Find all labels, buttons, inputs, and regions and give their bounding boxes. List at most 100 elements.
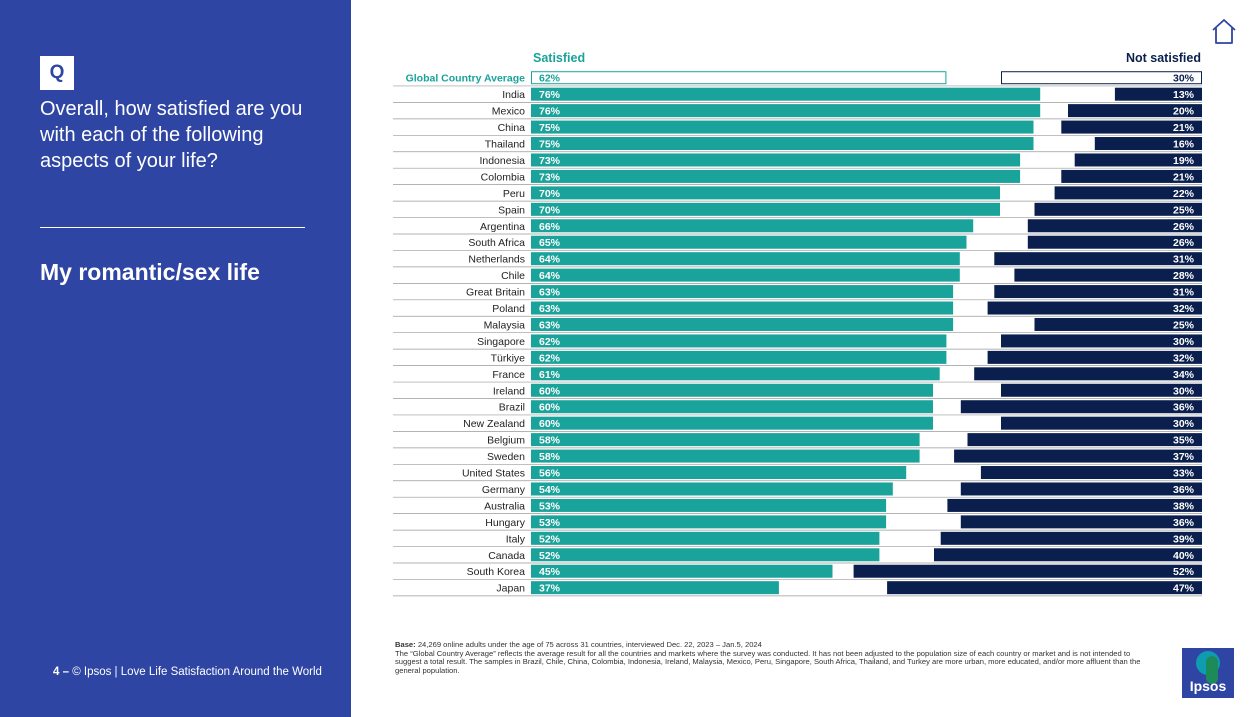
category-label: Spain	[498, 204, 525, 216]
satisfied-value-label: 66%	[539, 221, 561, 233]
satisfied-value-label: 73%	[539, 155, 561, 167]
category-label: Indonesia	[479, 155, 525, 167]
satisfied-bar	[531, 120, 1034, 134]
satisfaction-chart: Global Country Average 62% 30% India 76% 13% M…	[393, 71, 1202, 597]
not-satisfied-value-label: 40%	[1173, 550, 1195, 562]
not-satisfied-value-label: 25%	[1173, 319, 1195, 331]
not-satisfied-bar	[960, 515, 1202, 529]
satisfied-bar	[531, 219, 974, 233]
category-label: Brazil	[499, 402, 525, 414]
category-label: South Africa	[468, 237, 525, 249]
satisfied-bar	[531, 137, 1034, 151]
satisfied-value-label: 60%	[539, 418, 561, 430]
divider	[40, 227, 305, 228]
not-satisfied-value-label: 37%	[1173, 451, 1195, 463]
satisfied-bar	[531, 416, 933, 430]
category-label: Japan	[496, 583, 525, 595]
category-label: United States	[462, 468, 525, 480]
satisfied-bar	[531, 317, 954, 331]
category-label: Mexico	[492, 106, 525, 118]
satisfied-value-label: 60%	[539, 385, 561, 397]
satisfied-value-label: 65%	[539, 237, 561, 249]
satisfied-bar	[531, 235, 967, 249]
satisfied-value-label: 62%	[539, 73, 561, 85]
satisfied-value-label: 58%	[539, 451, 561, 463]
category-label: Germany	[482, 484, 526, 496]
not-satisfied-value-label: 36%	[1173, 484, 1195, 496]
satisfied-bar	[531, 186, 1000, 200]
not-satisfied-value-label: 21%	[1173, 122, 1195, 134]
not-satisfied-bar	[1054, 186, 1202, 200]
category-label: Netherlands	[468, 254, 525, 266]
satisfied-value-label: 63%	[539, 319, 561, 331]
not-satisfied-bar	[1034, 202, 1202, 216]
not-satisfied-bar	[947, 498, 1202, 512]
not-satisfied-bar	[960, 482, 1202, 496]
category-label: Türkiye	[491, 352, 526, 364]
not-satisfied-bar	[987, 301, 1202, 315]
not-satisfied-bar	[1001, 71, 1202, 85]
satisfied-value-label: 63%	[539, 303, 561, 315]
category-label: South Korea	[467, 566, 526, 578]
satisfied-bar	[531, 564, 833, 578]
not-satisfied-value-label: 26%	[1173, 237, 1195, 249]
notes-body: The “Global Country Average” reflects th…	[395, 648, 1141, 675]
not-satisfied-bar	[1001, 416, 1202, 430]
category-label: Belgium	[487, 435, 525, 447]
satisfied-bar	[531, 548, 880, 562]
not-satisfied-bar	[1114, 87, 1202, 101]
not-satisfied-bar	[987, 350, 1202, 364]
not-satisfied-value-label: 25%	[1173, 204, 1195, 216]
satisfied-bar	[531, 301, 954, 315]
not-satisfied-value-label: 47%	[1173, 583, 1195, 595]
not-satisfied-bar	[1068, 104, 1202, 118]
satisfied-bar	[531, 71, 947, 85]
satisfied-value-label: 61%	[539, 369, 561, 381]
not-satisfied-value-label: 30%	[1173, 385, 1195, 397]
satisfied-value-label: 37%	[539, 583, 561, 595]
not-satisfied-value-label: 22%	[1173, 188, 1195, 200]
not-satisfied-bar	[1034, 317, 1202, 331]
not-satisfied-value-label: 13%	[1173, 89, 1195, 101]
satisfied-value-label: 70%	[539, 204, 561, 216]
base-text: 24,269 online adults under the age of 75…	[417, 640, 762, 649]
topic-title: My romantic/sex life	[40, 259, 260, 285]
satisfied-value-label: 45%	[539, 566, 561, 578]
footer: 4 – © Ipsos | Love Life Satisfaction Aro…	[53, 666, 322, 678]
not-satisfied-bar	[1074, 153, 1202, 167]
satisfied-bar	[531, 400, 933, 414]
not-satisfied-bar	[974, 367, 1202, 381]
category-label: Thailand	[485, 139, 525, 151]
satisfied-bar	[531, 285, 954, 299]
footer-text: © Ipsos | Love Life Satisfaction Around …	[72, 666, 322, 678]
home-icon[interactable]	[1210, 17, 1238, 45]
satisfied-bar	[531, 169, 1021, 183]
satisfied-value-label: 63%	[539, 287, 561, 299]
satisfied-value-label: 75%	[539, 122, 561, 134]
not-satisfied-value-label: 31%	[1173, 287, 1195, 299]
question-text: Overall, how satisfied are you with each…	[40, 98, 303, 172]
satisfied-bar	[531, 581, 779, 595]
footnotes: Base: 24,269 online adults under the age…	[395, 640, 1155, 675]
not-satisfied-value-label: 36%	[1173, 517, 1195, 529]
satisfied-value-label: 75%	[539, 139, 561, 151]
category-label: Argentina	[480, 221, 525, 233]
base-label: Base:	[395, 640, 416, 649]
category-label: New Zealand	[463, 418, 525, 430]
not-satisfied-value-label: 33%	[1173, 468, 1195, 480]
category-label: Ireland	[493, 385, 525, 397]
satisfied-bar	[531, 334, 947, 348]
not-satisfied-bar	[967, 433, 1202, 447]
not-satisfied-value-label: 16%	[1173, 139, 1195, 151]
satisfied-value-label: 56%	[539, 468, 561, 480]
satisfied-bar	[531, 466, 907, 480]
not-satisfied-value-label: 19%	[1173, 155, 1195, 167]
satisfied-bar	[531, 87, 1041, 101]
category-label: Peru	[503, 188, 525, 200]
not-satisfied-value-label: 30%	[1173, 418, 1195, 430]
not-satisfied-value-label: 36%	[1173, 402, 1195, 414]
satisfied-bar	[531, 350, 947, 364]
satisfied-bar	[531, 433, 920, 447]
not-satisfied-value-label: 20%	[1173, 106, 1195, 118]
category-label: Global Country Average	[406, 73, 526, 85]
